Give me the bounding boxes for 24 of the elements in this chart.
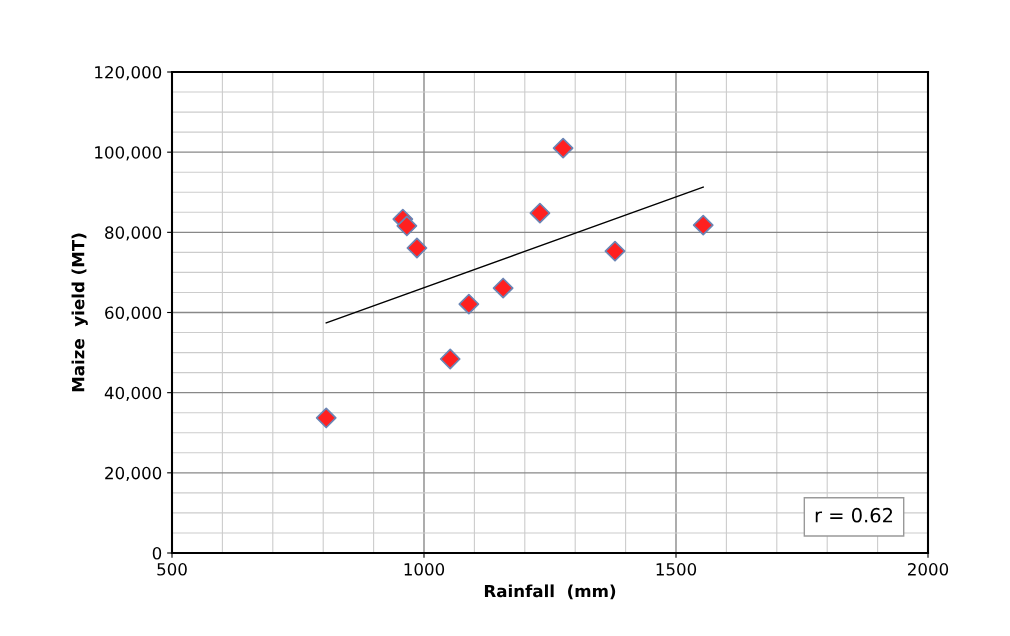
point (692, 214, 714, 236)
point (439, 348, 461, 370)
x-tick-label: 1000 (404, 563, 445, 576)
annotation: r = 0.62 (815, 507, 893, 523)
y-tick-label: 60,000 (105, 306, 162, 321)
y-tick-label: 120,000 (95, 65, 162, 81)
point (315, 407, 337, 429)
point (492, 277, 514, 299)
x-tick-label: 500 (157, 563, 187, 576)
point (406, 237, 428, 259)
y-tick-label: 100,000 (95, 146, 162, 161)
point (396, 215, 418, 237)
y-tick-label: 40,000 (104, 386, 162, 401)
point (529, 202, 551, 224)
x-axis-title: Rainfall (mm) (484, 584, 616, 600)
y-tick-label: 80,000 (105, 226, 162, 241)
y-tick-label: 0 (152, 546, 162, 560)
point (458, 293, 480, 315)
x-tick-label: 1500 (656, 563, 697, 576)
point (552, 137, 574, 159)
y-tick-label: 20,000 (105, 466, 162, 482)
y-axis-title: Maize yield (MT) (71, 233, 88, 392)
x-tick-label: 2000 (908, 563, 949, 576)
point (604, 240, 626, 262)
